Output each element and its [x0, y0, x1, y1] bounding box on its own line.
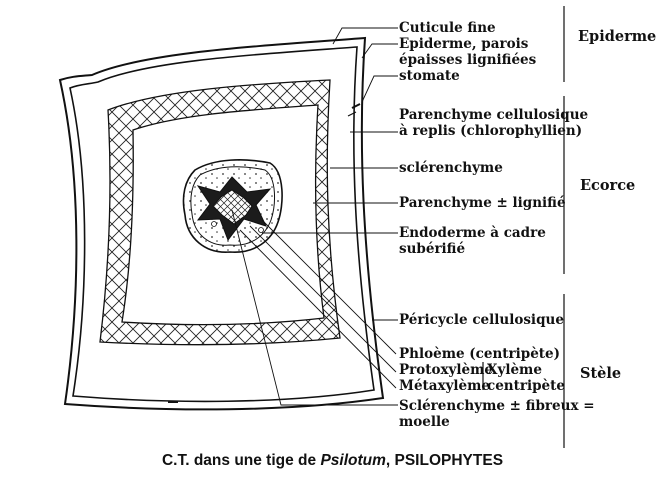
label-sclerenchyme: sclérenchyme [399, 160, 503, 176]
stomate-mark [351, 103, 361, 109]
label-cuticule: Cuticule fine [399, 20, 496, 36]
label-epiderme: Epiderme, parois [399, 36, 529, 52]
leader-lines [231, 27, 398, 406]
epidermis-inner [69, 46, 375, 403]
label-moelle-cont: moelle [399, 414, 450, 430]
xyleme-core-hatch [213, 190, 252, 224]
label-metaxyleme: Métaxylème [399, 378, 490, 394]
label-endoderme-cont: subérifié [399, 241, 465, 257]
label-protoxyleme: Protoxylème [399, 362, 493, 378]
label-parenchyme-cont: à replis (chlorophyllien) [399, 123, 582, 139]
region-stele: Stèle [580, 365, 621, 382]
region-ecorce: Ecorce [580, 177, 635, 194]
caption-genus: Psilotum [320, 452, 386, 469]
caption-prefix: C.T. dans une tige de [161, 452, 321, 469]
label-pericycle: Péricycle cellulosique [399, 312, 564, 328]
label-parenchyme-lignifie: Parenchyme ± lignifié [399, 195, 566, 211]
protoxyleme-point [258, 227, 264, 233]
caption-suffix: , PSILOPHYTES [385, 452, 504, 469]
label-parenchyme: Parenchyme cellulosique [399, 107, 588, 123]
stomate-mark [347, 111, 357, 117]
endoderme-ring [190, 166, 275, 246]
label-endoderme: Endoderme à cadre [399, 225, 546, 241]
label-xyleme: Xylème [487, 362, 542, 378]
label-moelle: Sclérenchyme ± fibreux = [399, 398, 595, 414]
sclerenchyme-ring [99, 79, 341, 346]
label-stomate: stomate [399, 68, 460, 84]
protoxyleme-point [211, 221, 217, 227]
label-phloeme: Phloème (centripète) [399, 346, 560, 362]
figure-caption: C.T. dans une tige de Psilotum, PSILOPHY… [0, 452, 665, 470]
region-epiderme: Epiderme [578, 28, 656, 45]
label-epiderme-cont: épaisses lignifiées [399, 52, 537, 68]
label-xyleme-cont: centripète [487, 378, 565, 394]
